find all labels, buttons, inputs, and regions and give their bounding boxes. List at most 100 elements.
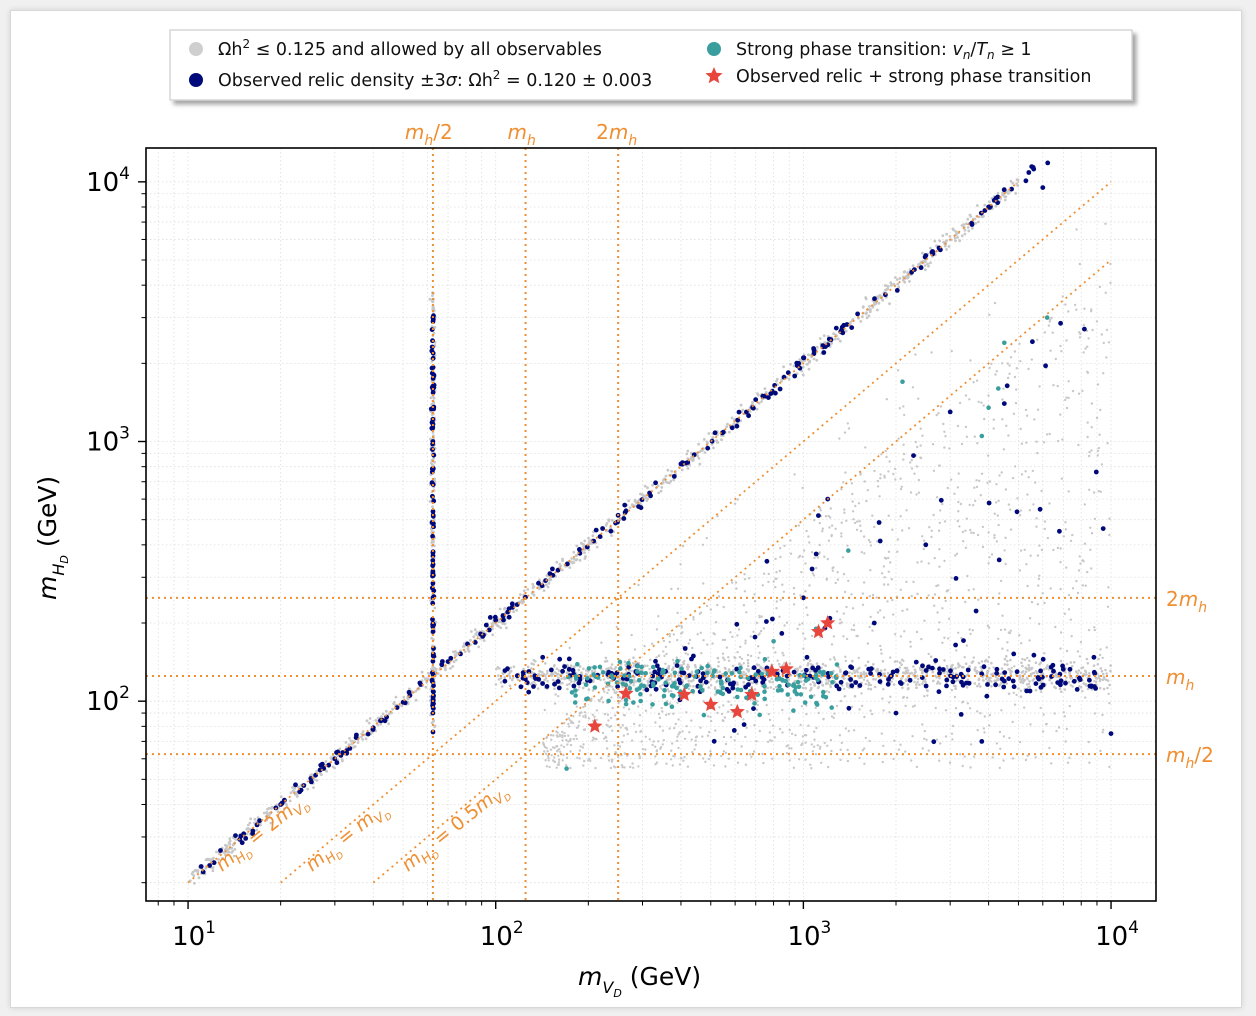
- allowed-point: [951, 738, 954, 741]
- allowed-point: [802, 632, 805, 635]
- allowed-point: [755, 621, 759, 625]
- relic-point: [940, 667, 946, 672]
- allowed-point: [756, 392, 759, 396]
- relic-point: [562, 664, 567, 669]
- allowed-point: [356, 741, 360, 744]
- relic-point: [746, 413, 751, 419]
- relic-point: [764, 558, 770, 564]
- allowed-point: [710, 667, 713, 671]
- allowed-point: [499, 626, 503, 630]
- allowed-point: [899, 743, 902, 746]
- allowed-point: [674, 722, 677, 726]
- allowed-point: [961, 764, 964, 768]
- allowed-point: [443, 667, 447, 670]
- allowed-point: [578, 665, 582, 668]
- allowed-point: [706, 643, 709, 646]
- allowed-point: [749, 681, 753, 684]
- strong-pt-point: [795, 679, 801, 685]
- allowed-point: [642, 688, 645, 692]
- allowed-point: [1067, 608, 1071, 611]
- allowed-point: [834, 581, 837, 585]
- strong-pt-point: [623, 697, 629, 703]
- allowed-point: [650, 706, 653, 709]
- allowed-point: [1048, 432, 1051, 436]
- allowed-point: [1086, 345, 1089, 348]
- allowed-point: [345, 746, 348, 749]
- relic-strong-pt-star: [676, 686, 692, 702]
- allowed-point: [798, 554, 802, 558]
- allowed-point: [815, 358, 819, 362]
- strong-pt-point: [779, 687, 784, 693]
- allowed-point: [941, 234, 945, 238]
- allowed-point: [927, 749, 930, 752]
- allowed-point: [668, 702, 672, 705]
- allowed-point: [824, 682, 828, 686]
- allowed-point: [1001, 418, 1004, 421]
- allowed-point: [1005, 424, 1008, 427]
- allowed-point: [857, 656, 860, 660]
- allowed-point: [1102, 372, 1105, 375]
- allowed-point: [1104, 668, 1107, 672]
- strong-pt-point: [627, 686, 633, 691]
- allowed-point: [732, 696, 736, 699]
- allowed-point: [974, 221, 978, 225]
- allowed-point: [1020, 473, 1024, 476]
- relic-point: [622, 502, 628, 508]
- allowed-point: [930, 351, 933, 354]
- allowed-point: [980, 401, 983, 404]
- allowed-point: [601, 701, 605, 704]
- allowed-point: [1088, 450, 1091, 454]
- allowed-point: [470, 630, 473, 633]
- allowed-point: [673, 726, 676, 730]
- allowed-point: [1006, 192, 1010, 195]
- allowed-point: [633, 664, 636, 668]
- allowed-point: [855, 634, 858, 638]
- allowed-point: [595, 709, 599, 712]
- relic-point: [1014, 509, 1020, 515]
- allowed-point: [976, 442, 979, 445]
- allowed-point: [1015, 182, 1019, 186]
- allowed-point: [670, 469, 674, 473]
- allowed-point: [739, 645, 742, 649]
- allowed-point: [896, 282, 900, 286]
- allowed-point: [890, 578, 893, 581]
- allowed-point: [850, 593, 853, 596]
- allowed-point: [805, 362, 809, 366]
- allowed-point: [613, 667, 616, 671]
- strong-pt-point: [609, 673, 614, 678]
- allowed-point: [712, 446, 715, 450]
- allowed-point: [932, 679, 935, 683]
- allowed-point: [746, 662, 750, 665]
- relic-point: [1014, 669, 1020, 675]
- allowed-point: [973, 682, 977, 685]
- strong-pt-point: [626, 673, 632, 679]
- allowed-point: [818, 521, 821, 525]
- allowed-point: [1106, 605, 1110, 608]
- allowed-point: [601, 731, 605, 735]
- allowed-point: [988, 480, 992, 483]
- allowed-point: [530, 667, 533, 670]
- y-axis-label: mHD (GeV): [33, 476, 71, 600]
- allowed-point: [475, 631, 479, 634]
- relic-point: [923, 668, 929, 673]
- allowed-point: [640, 676, 643, 679]
- allowed-point: [634, 730, 638, 734]
- strong-pt-point: [723, 671, 728, 676]
- allowed-point: [1004, 488, 1008, 491]
- allowed-point: [840, 535, 843, 538]
- allowed-point: [1095, 320, 1099, 323]
- allowed-point: [1071, 587, 1075, 590]
- allowed-point: [938, 621, 941, 624]
- allowed-point: [767, 659, 771, 663]
- allowed-point: [944, 435, 947, 438]
- allowed-point: [991, 756, 994, 759]
- allowed-point: [583, 728, 587, 731]
- allowed-point: [977, 661, 981, 665]
- allowed-point: [999, 628, 1003, 632]
- allowed-point: [1000, 471, 1003, 474]
- allowed-point: [954, 679, 958, 683]
- relic-point: [334, 760, 340, 766]
- allowed-point: [1003, 663, 1007, 666]
- allowed-point: [840, 488, 843, 491]
- allowed-point: [835, 704, 839, 708]
